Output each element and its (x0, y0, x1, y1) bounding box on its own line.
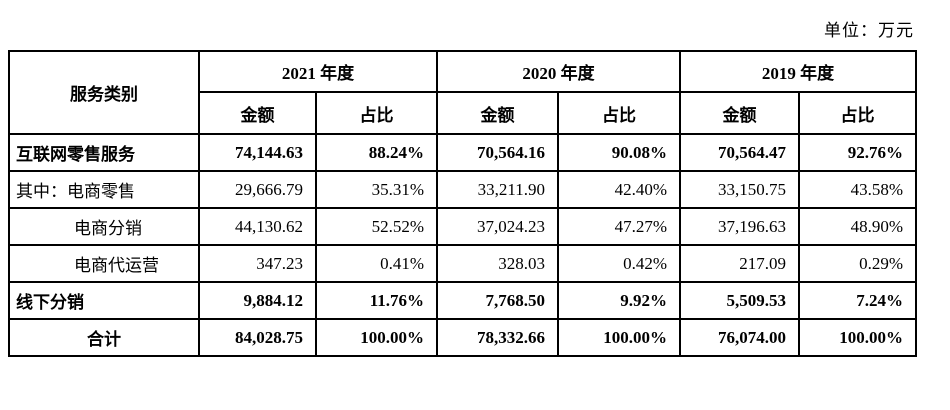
ratio-cell: 88.24% (315, 133, 438, 172)
header-year-row: 服务类别 2021 年度 2020 年度 2019 年度 (8, 50, 917, 135)
header-ratio-2021: 占比 (315, 91, 438, 135)
amount-cell: 70,564.16 (436, 133, 559, 172)
amount-cell: 37,196.63 (679, 207, 800, 246)
ratio-cell: 9.92% (557, 281, 681, 320)
header-year-2019: 2019 年度 (679, 50, 917, 93)
amount-cell: 9,884.12 (198, 281, 317, 320)
header-amount-2020: 金额 (436, 91, 559, 135)
header-service-category: 服务类别 (8, 50, 200, 135)
ratio-cell: 0.42% (557, 244, 681, 283)
ratio-cell: 47.27% (557, 207, 681, 246)
ratio-cell: 43.58% (798, 170, 917, 209)
table-row-ecommerce-agency: 电商代运营 347.23 0.41% 328.03 0.42% 217.09 0… (8, 244, 917, 283)
amount-cell: 328.03 (436, 244, 559, 283)
unit-note: 单位：万元 (824, 21, 914, 40)
table-row-offline-distribution: 线下分销 9,884.12 11.76% 7,768.50 9.92% 5,50… (8, 281, 917, 320)
header-ratio-2019: 占比 (798, 91, 917, 135)
amount-cell: 70,564.47 (679, 133, 800, 172)
row-label: 电商分销 (8, 207, 200, 246)
ratio-cell: 100.00% (315, 318, 438, 357)
row-label: 电商代运营 (8, 244, 200, 283)
amount-cell: 33,150.75 (679, 170, 800, 209)
amount-cell: 33,211.90 (436, 170, 559, 209)
ratio-cell: 92.76% (798, 133, 917, 172)
row-label: 其中：电商零售 (8, 170, 200, 209)
ratio-cell: 52.52% (315, 207, 438, 246)
row-label: 互联网零售服务 (8, 133, 200, 172)
ratio-cell: 35.31% (315, 170, 438, 209)
ratio-cell: 42.40% (557, 170, 681, 209)
amount-cell: 29,666.79 (198, 170, 317, 209)
row-label: 合计 (8, 318, 200, 357)
table-row-internet-retail: 互联网零售服务 74,144.63 88.24% 70,564.16 90.08… (8, 133, 917, 172)
header-ratio-2020: 占比 (557, 91, 681, 135)
ratio-cell: 100.00% (557, 318, 681, 357)
amount-cell: 217.09 (679, 244, 800, 283)
amount-cell: 74,144.63 (198, 133, 317, 172)
header-sub-row: 金额 占比 金额 占比 金额 占比 (9, 91, 917, 135)
ratio-cell: 90.08% (557, 133, 681, 172)
header-year-2021: 2021 年度 (198, 50, 438, 93)
ratio-cell: 100.00% (798, 318, 917, 357)
amount-cell: 37,024.23 (436, 207, 559, 246)
amount-cell: 78,332.66 (436, 318, 559, 357)
amount-cell: 7,768.50 (436, 281, 559, 320)
header-amount-2019: 金额 (679, 91, 800, 135)
ratio-cell: 7.24% (798, 281, 917, 320)
table-row-ecommerce-distribution: 电商分销 44,130.62 52.52% 37,024.23 47.27% 3… (8, 207, 917, 246)
service-revenue-table: 服务类别 2021 年度 2020 年度 2019 年度 金额 占比 金额 占比… (8, 50, 917, 357)
amount-cell: 5,509.53 (679, 281, 800, 320)
header-amount-2021: 金额 (198, 91, 317, 135)
ratio-cell: 48.90% (798, 207, 917, 246)
ratio-cell: 0.29% (798, 244, 917, 283)
table-row-total: 合计 84,028.75 100.00% 78,332.66 100.00% 7… (8, 318, 917, 357)
table-row-ecommerce-retail: 其中：电商零售 29,666.79 35.31% 33,211.90 42.40… (8, 170, 917, 209)
amount-cell: 347.23 (198, 244, 317, 283)
header-year-2020: 2020 年度 (436, 50, 681, 93)
row-label: 线下分销 (8, 281, 200, 320)
ratio-cell: 0.41% (315, 244, 438, 283)
amount-cell: 76,074.00 (679, 318, 800, 357)
ratio-cell: 11.76% (315, 281, 438, 320)
amount-cell: 84,028.75 (198, 318, 317, 357)
amount-cell: 44,130.62 (198, 207, 317, 246)
